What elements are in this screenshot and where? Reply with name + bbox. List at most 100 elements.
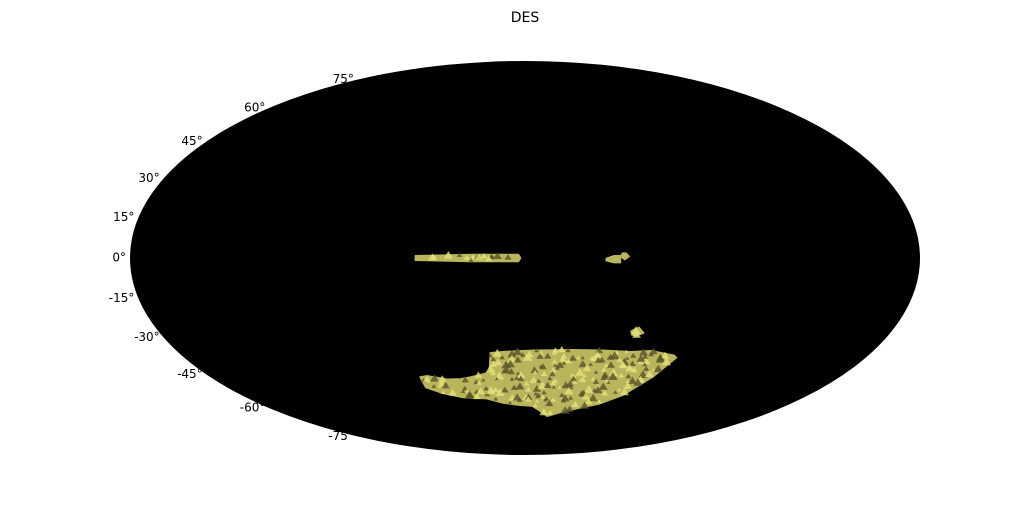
footprint-pixel [507,355,517,363]
footprint-pixel [600,367,607,372]
footprint-pixel [619,361,628,369]
footprint-pixel [517,375,525,381]
footprint-pixel [601,390,609,396]
footprint-pixel [507,349,517,358]
footprint-pixel [513,356,522,363]
footprint-pixel [576,355,581,360]
footprint-pixel [600,373,609,380]
footprint-pixel [624,349,629,354]
footprint-pixel [608,368,619,377]
footprint-pixel [578,376,587,383]
footprint-pixel [514,375,520,380]
footprint-pixel [637,360,644,365]
footprint-pixel [581,392,590,400]
lat-tick-label: -30° [134,330,160,344]
footprint-pixel [460,389,466,393]
footprint-pixel [530,366,539,374]
footprint-pixel [422,375,432,383]
footprint-pixel [632,330,641,338]
footprint-pixel [550,397,556,402]
footprint-pixel [490,356,496,361]
footprint-pixel [572,379,578,384]
lat-tick-label: 30° [138,171,159,185]
footprint-pixel [499,354,505,360]
footprint-pixel [524,386,532,392]
lat-tick-label: -60° [240,401,266,415]
footprint-pixel [474,371,483,378]
footprint-small-field-c [630,326,645,338]
footprint-pixel [660,351,670,359]
footprint-pixel [619,388,629,396]
footprint-pixel [536,353,544,359]
footprint-pixel [431,384,437,388]
footprint-small-field-b [619,252,630,261]
footprint-pixel [560,398,567,403]
footprint-pixel [461,376,469,383]
footprint-pixel [643,365,650,371]
footprint-pixel [629,360,636,366]
footprint-pixel [590,377,596,381]
footprint-pixel [625,364,634,372]
footprint-pixel [565,358,572,364]
footprint-pixel [456,252,463,257]
footprint-pixel [507,368,515,375]
footprint-pixel [552,347,559,353]
footprint-pixel [566,380,574,387]
footprint-pixel [550,367,557,373]
footprint-pixel [559,392,565,397]
footprint-pixel [578,360,588,368]
footprint-pixel [536,378,542,383]
footprint-pixel [494,358,503,366]
footprint-pixel [558,355,567,363]
footprint-pixel [494,376,499,381]
footprint-pixel [608,372,618,380]
footprint-pixel [525,350,534,357]
lat-tick-label: -75° [328,429,354,443]
footprint-pixel [488,353,493,358]
footprint-pixel [618,372,625,378]
footprint-pixel [492,348,503,357]
footprint-pixel [593,370,599,374]
footprint-pixel [598,356,606,363]
footprint-pixel [551,358,558,364]
footprint-pixel [539,394,546,399]
footprint-pixel [625,379,630,383]
footprint-pixel [557,385,562,389]
lat-tick-label: 45° [181,134,202,148]
footprint-pixel [429,374,440,382]
footprint-pixel [503,366,511,373]
footprint-pixel [532,370,538,375]
footprint-pixel [582,373,587,378]
footprint-pixel [476,387,485,395]
footprint-pixel [565,347,571,353]
footprint-pixel [512,347,523,356]
lat-tick-label: 75° [333,72,354,86]
footprint-pixel [580,401,589,409]
footprint-pixel [533,348,540,353]
footprint-pixel [523,380,530,386]
footprint-pixel [539,408,549,416]
footprint-pixel [468,258,475,263]
footprint-pixel [501,386,509,393]
footprint-stripe82 [414,251,522,263]
footprint-pixel [651,368,656,372]
footprint-pixel [568,395,574,400]
footprint-pixel [617,387,622,392]
footprint-pixel [642,362,648,367]
footprint-pixel [630,352,637,358]
footprint-pixel [486,386,496,395]
footprint-pixel [465,389,470,393]
lat-tick-label: -45° [177,367,203,381]
footprint-pixel [648,351,655,357]
footprint-pixel [489,360,498,367]
footprint-pixel [504,254,512,260]
footprint-pixel [544,352,552,359]
footprint-des-wide [419,346,678,418]
footprint-pixel [441,390,446,394]
footprint-pixel [483,386,489,391]
footprint-pixel [570,375,577,382]
footprint-pixel [655,354,666,363]
footprint-pixel [510,384,518,390]
footprint-pixel [597,399,602,404]
sky-background [130,61,920,455]
